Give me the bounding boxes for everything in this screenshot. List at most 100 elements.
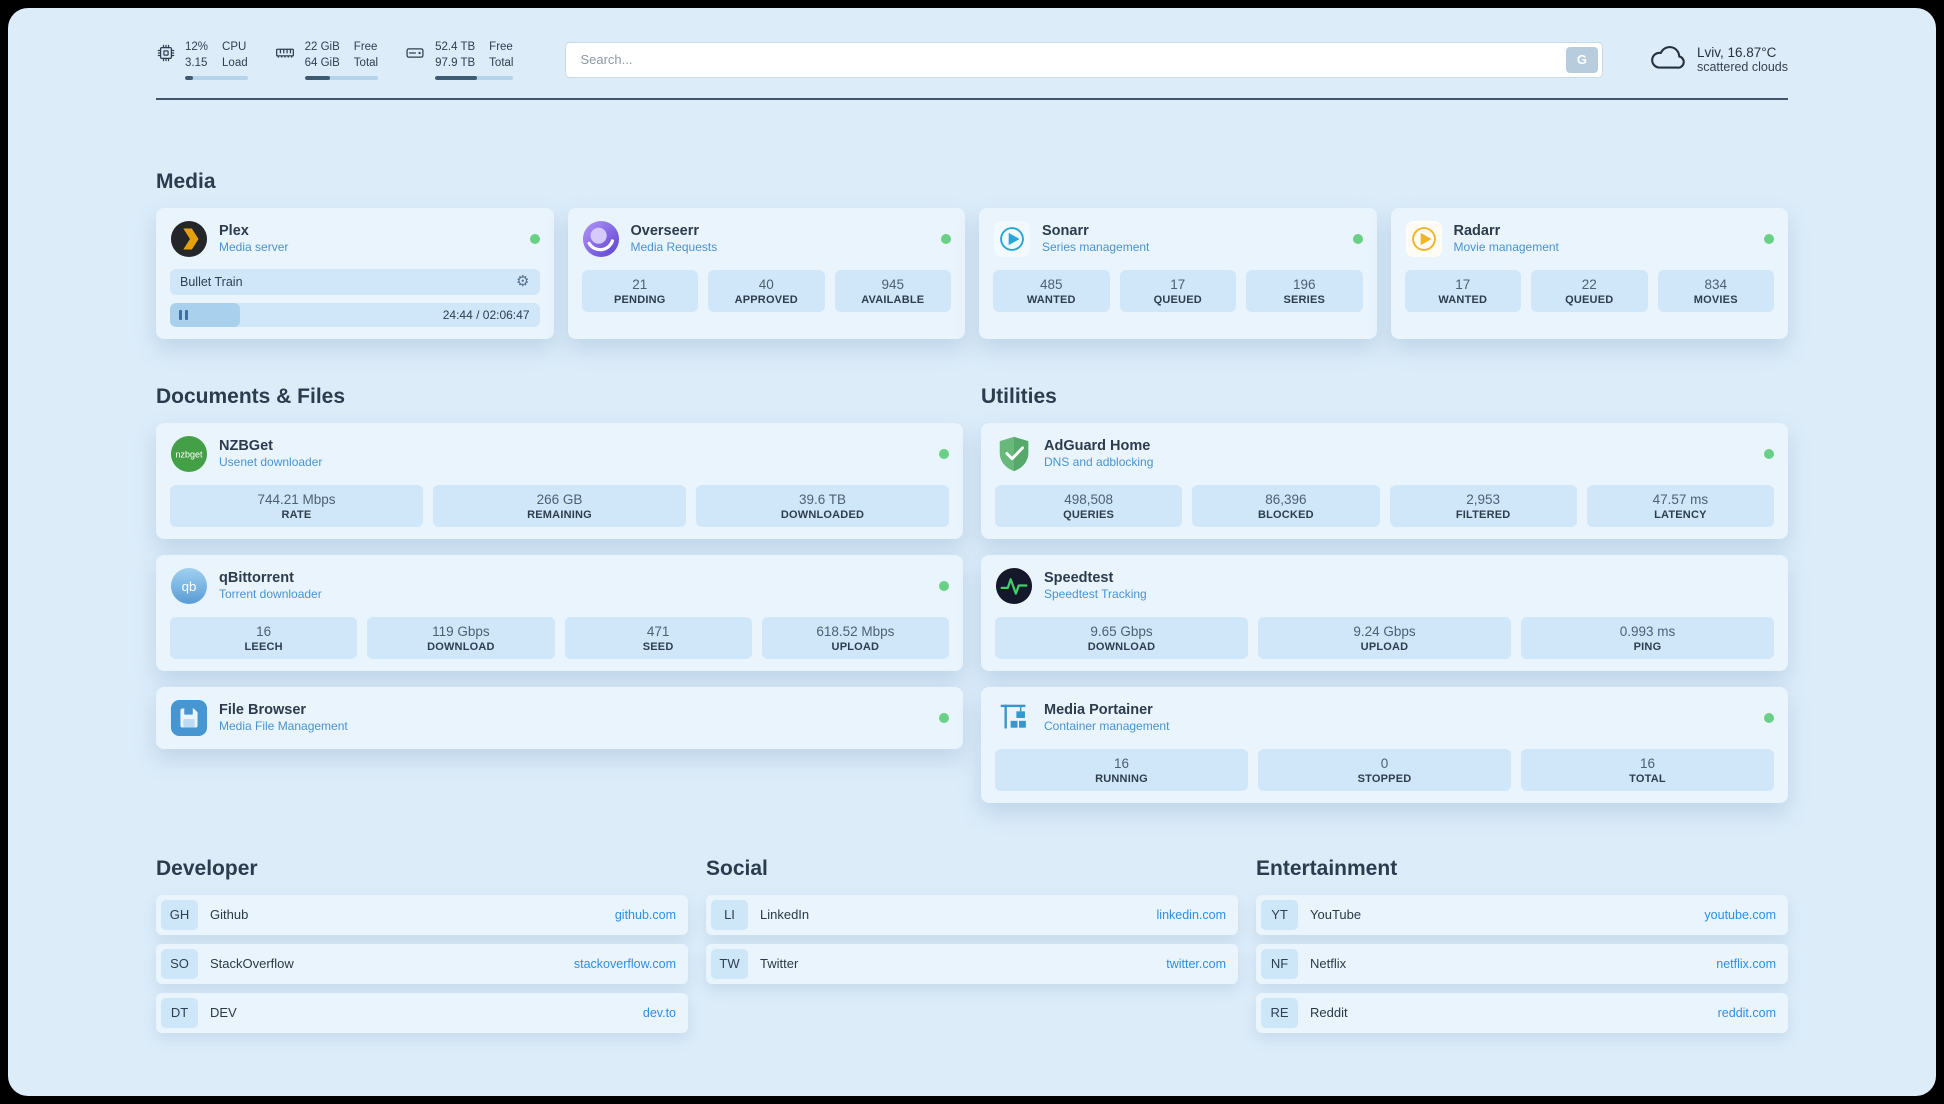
stat-ping: 0.993 ms PING — [1521, 616, 1774, 659]
portainer-card[interactable]: Media Portainer Container management 16 … — [981, 686, 1788, 803]
stat-downloaded: 39.6 TB DOWNLOADED — [696, 484, 949, 527]
github-abbr-icon: GH — [161, 899, 198, 930]
disk-monitor: 52.4 TB 97.9 TB Free Total — [404, 40, 514, 80]
sonarr-card[interactable]: Sonarr Series management 485 WANTED 17 Q… — [979, 207, 1377, 339]
link-youtube[interactable]: YT YouTube youtube.com — [1256, 894, 1788, 935]
app-subtitle: Container management — [1044, 719, 1170, 734]
cpu-percent: 12% — [185, 41, 209, 53]
stat-wanted: 485 WANTED — [993, 269, 1110, 312]
app-subtitle: Media Requests — [630, 240, 718, 255]
stat-wanted: 17 WANTED — [1404, 269, 1521, 312]
stat-stopped: 0 STOPPED — [1258, 748, 1511, 791]
top-bar: 12% 3.15 CPU Load — [156, 40, 1788, 80]
disk-usage-bar — [435, 75, 514, 80]
status-dot — [1352, 233, 1363, 244]
stat-download: 9.65 Gbps DOWNLOAD — [995, 616, 1248, 659]
stat-movies: 834 MOVIES — [1657, 269, 1774, 312]
ram-total-value: 64 GiB — [304, 56, 340, 69]
weather-widget[interactable]: Lviv, 16.87°C scattered clouds — [1649, 42, 1788, 77]
app-name: Radarr — [1453, 223, 1501, 240]
entertainment-section: Entertainment YT YouTube youtube.com NF … — [1256, 857, 1788, 1042]
qbittorrent-icon: qb — [170, 567, 208, 605]
ram-free-value: 22 GiB — [304, 41, 340, 53]
nzbget-icon: nzbget — [170, 435, 208, 473]
app-name: Media Portainer — [1044, 702, 1153, 719]
app-name: AdGuard Home — [1044, 438, 1151, 455]
reddit-abbr-icon: RE — [1261, 997, 1298, 1028]
playback-progress-bar[interactable]: 24:44 / 02:06:47 — [170, 302, 540, 327]
developer-section-title: Developer — [156, 856, 258, 880]
link-twitter[interactable]: TW Twitter twitter.com — [706, 943, 1238, 984]
stat-queued: 17 QUEUED — [1119, 269, 1236, 312]
radarr-card[interactable]: Radarr Movie management 17 WANTED 22 QUE… — [1390, 207, 1788, 339]
disk-free-value: 52.4 TB — [435, 41, 476, 53]
qbittorrent-card[interactable]: qb qBittorrent Torrent downloader 16 LEE… — [156, 554, 963, 671]
pause-icon[interactable] — [179, 309, 188, 320]
linkedin-abbr-icon: LI — [711, 899, 748, 930]
link-netflix[interactable]: NF Netflix netflix.com — [1256, 943, 1788, 984]
search-bar: G — [565, 41, 1603, 78]
link-reddit[interactable]: RE Reddit reddit.com — [1256, 992, 1788, 1033]
radarr-icon — [1405, 220, 1443, 258]
app-name: Sonarr — [1042, 223, 1089, 240]
link-linkedin[interactable]: LI LinkedIn linkedin.com — [706, 894, 1238, 935]
ram-icon — [274, 40, 296, 68]
ram-monitor: 22 GiB 64 GiB Free Total — [274, 40, 379, 80]
documents-section: Documents & Files nzbget NZBGet Usenet d — [156, 385, 963, 749]
svg-text:nzbget: nzbget — [175, 449, 203, 459]
stat-latency: 47.57 ms LATENCY — [1586, 484, 1774, 527]
overseerr-card[interactable]: Overseerr Media Requests 21 PENDING 40 A… — [567, 207, 965, 339]
plex-card[interactable]: Plex Media server Bullet Train ⚙ 24:44 /… — [156, 207, 554, 339]
cpu-icon — [156, 40, 176, 68]
filebrowser-card[interactable]: File Browser Media File Management — [156, 686, 963, 749]
search-engine-button[interactable]: G — [1565, 46, 1598, 73]
disk-icon — [404, 40, 426, 68]
utilities-section: Utilities AdGuard Home — [981, 385, 1788, 803]
status-dot — [939, 712, 949, 723]
app-subtitle: Usenet downloader — [219, 455, 323, 470]
cpu-usage-bar — [185, 75, 248, 80]
link-github[interactable]: GH Github github.com — [156, 894, 688, 935]
stat-approved: 40 APPROVED — [708, 269, 825, 312]
link-stackoverflow[interactable]: SO StackOverflow stackoverflow.com — [156, 943, 688, 984]
now-playing-title: Bullet Train — [180, 274, 243, 289]
gear-icon[interactable]: ⚙ — [516, 273, 530, 291]
app-name: Speedtest — [1044, 570, 1114, 587]
app-name: File Browser — [219, 702, 307, 719]
stat-leech: 16 LEECH — [170, 616, 358, 659]
playback-time: 24:44 / 02:06:47 — [442, 307, 530, 322]
disk-total-label: Total — [489, 56, 514, 69]
link-dev[interactable]: DT DEV dev.to — [156, 992, 688, 1033]
speedtest-card[interactable]: Speedtest Speedtest Tracking 9.65 Gbps D… — [981, 554, 1788, 671]
disk-free-label: Free — [489, 41, 513, 53]
app-name: qBittorrent — [219, 570, 294, 587]
weather-location-temp: Lviv, 16.87°C — [1696, 45, 1777, 61]
app-subtitle: Speedtest Tracking — [1044, 587, 1147, 602]
nzbget-card[interactable]: nzbget NZBGet Usenet downloader 744.21 M… — [156, 422, 963, 539]
app-subtitle: DNS and adblocking — [1044, 455, 1154, 470]
stat-remaining: 266 GB REMAINING — [433, 484, 686, 527]
cloud-icon — [1649, 42, 1687, 77]
stat-upload: 618.52 Mbps UPLOAD — [761, 616, 949, 659]
disk-total-value: 97.9 TB — [435, 56, 476, 69]
search-input[interactable] — [565, 41, 1603, 78]
speedtest-icon — [995, 567, 1033, 605]
ram-total-label: Total — [353, 56, 379, 69]
app-name: Plex — [219, 223, 249, 240]
status-dot — [941, 233, 951, 244]
stat-blocked: 86,396 BLOCKED — [1192, 484, 1380, 527]
adguard-card[interactable]: AdGuard Home DNS and adblocking 498,508 … — [981, 422, 1788, 539]
entertainment-section-title: Entertainment — [1256, 856, 1398, 880]
stat-download: 119 Gbps DOWNLOAD — [367, 616, 555, 659]
app-subtitle: Media server — [219, 240, 289, 255]
stat-available: 945 AVAILABLE — [834, 269, 951, 312]
plex-icon — [170, 220, 208, 258]
developer-section: Developer GH Github github.com SO StackO… — [156, 857, 688, 1042]
stackoverflow-abbr-icon: SO — [161, 948, 198, 979]
ram-usage-bar — [304, 75, 379, 80]
ram-free-label: Free — [353, 41, 378, 53]
stat-pending: 21 PENDING — [581, 269, 698, 312]
header-divider — [156, 97, 1788, 100]
status-dot — [939, 580, 949, 591]
sonarr-icon — [993, 220, 1031, 258]
